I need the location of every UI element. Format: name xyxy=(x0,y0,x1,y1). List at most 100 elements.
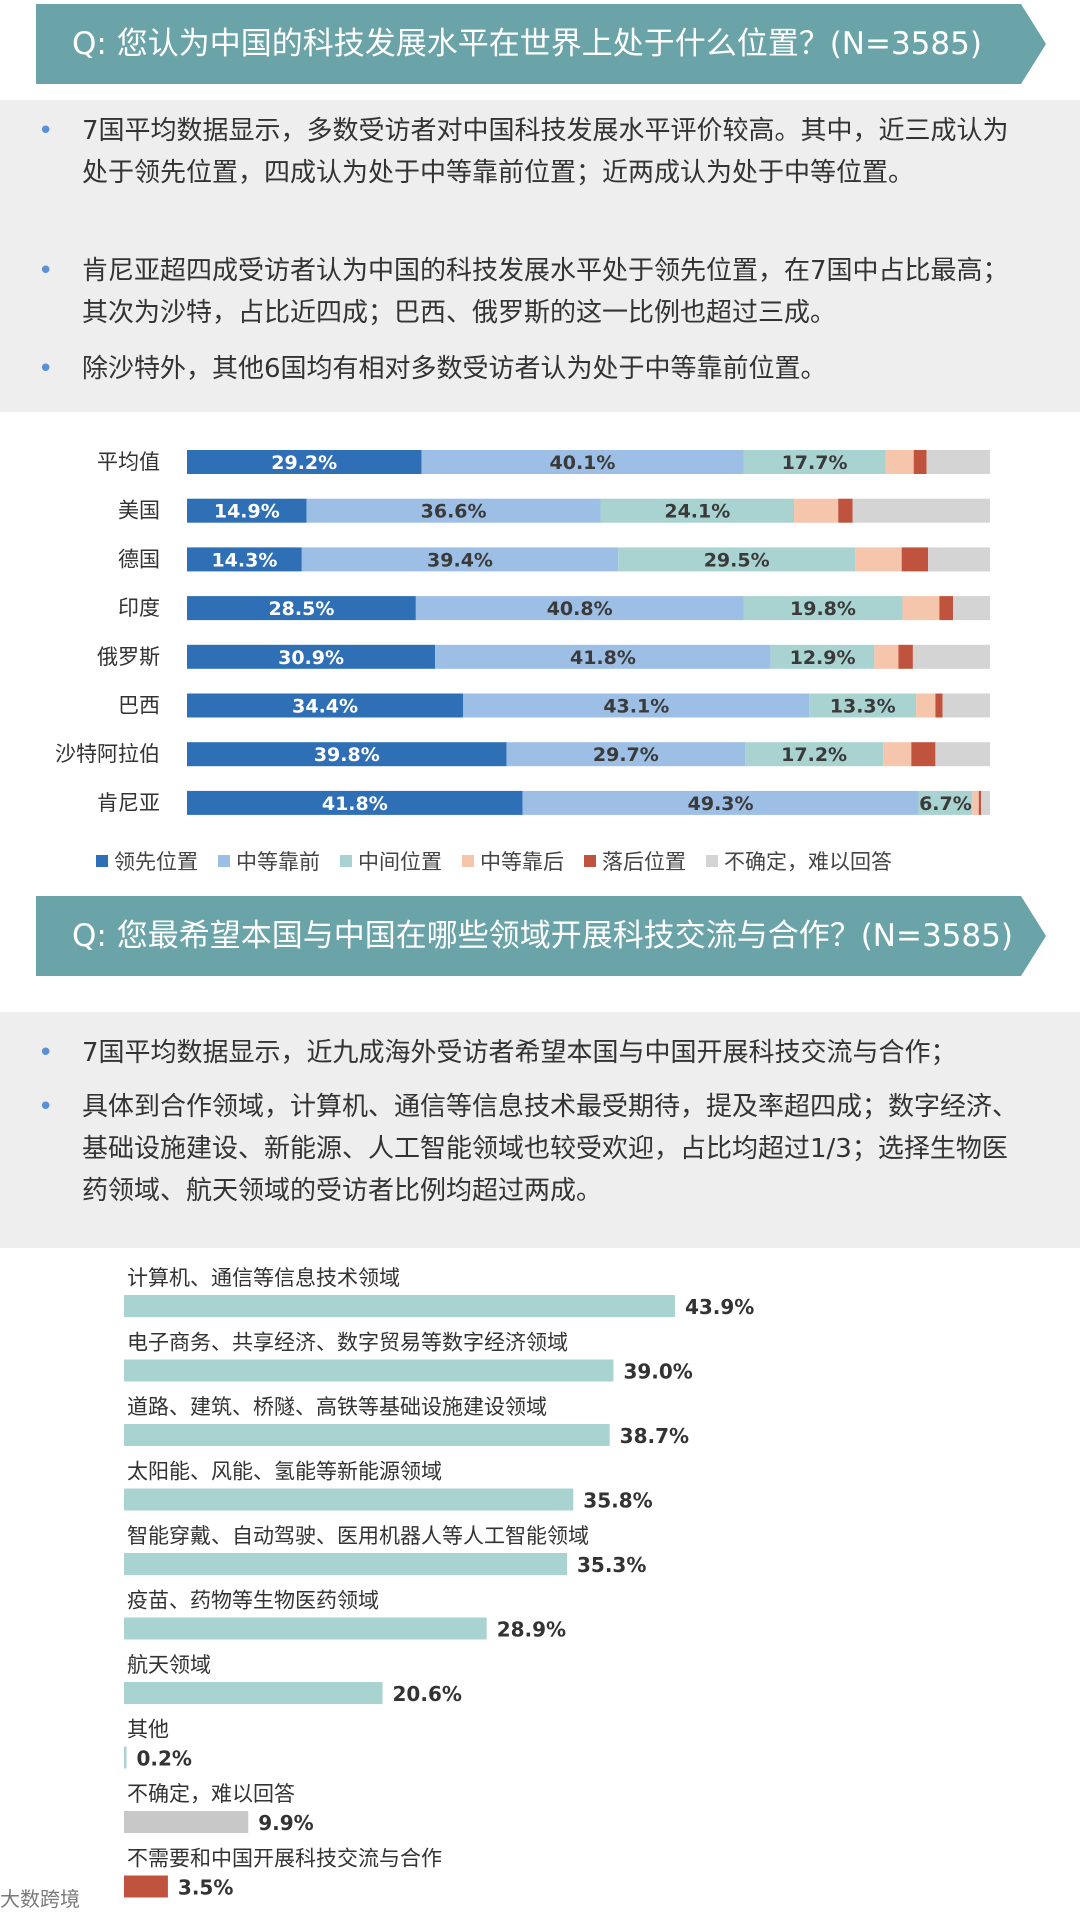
legend-item: 不确定，难以回答 xyxy=(706,846,892,876)
segment-value-label: 34.4% xyxy=(292,696,358,718)
segment-value-label: 14.9% xyxy=(214,501,280,523)
legend-item: 落后位置 xyxy=(584,846,686,876)
segment-value-label: 29.2% xyxy=(271,452,337,474)
stacked-bar-segment xyxy=(953,596,990,621)
stacked-bar-segment xyxy=(306,498,601,523)
legend-item: 中间位置 xyxy=(340,846,442,876)
segment-value-label: 40.1% xyxy=(550,452,616,474)
field-label: 太阳能、风能、氢能等新能源领域 xyxy=(127,1460,442,1484)
stacked-bar-segment xyxy=(506,742,746,767)
stacked-bar-segment xyxy=(809,693,917,718)
segment-value-label: 49.3% xyxy=(688,793,754,815)
stacked-bar-segment xyxy=(415,596,744,621)
field-bar xyxy=(124,1359,614,1382)
segment-value-label: 17.7% xyxy=(782,452,848,474)
field-value-label: 43.9% xyxy=(685,1295,754,1319)
field-label: 不需要和中国开展科技交流与合作 xyxy=(127,1847,442,1871)
legend-swatch xyxy=(340,855,352,867)
stacked-bar-segment xyxy=(187,450,422,474)
segment-value-label: 24.1% xyxy=(664,501,730,523)
stacked-bar-segment xyxy=(522,790,919,815)
stacked-bar-segment xyxy=(942,693,990,718)
stacked-bar-segment xyxy=(902,596,940,621)
note-4: 7国平均数据显示，近九成海外受访者希望本国与中国开展科技交流与合作； xyxy=(38,1032,1022,1074)
stacked-bar-segment xyxy=(187,790,523,815)
segment-value-label: 39.4% xyxy=(427,549,493,571)
question-1-notes: 7国平均数据显示，多数受访者对中国科技发展水平评价较高。其中，近三成认为处于领先… xyxy=(0,100,1080,412)
field-value-label: 3.5% xyxy=(178,1876,233,1900)
field-label: 道路、建筑、桥隧、高铁等基础设施建设领域 xyxy=(127,1395,547,1419)
stacked-bar-segment xyxy=(918,790,973,815)
segment-value-label: 29.5% xyxy=(704,549,770,571)
field-bar xyxy=(124,1295,675,1317)
stacked-bar-segment xyxy=(928,547,990,572)
category-label: 俄罗斯 xyxy=(97,645,160,669)
field-value-label: 9.9% xyxy=(258,1811,313,1835)
field-label: 电子商务、共享经济、数字贸易等数字经济领域 xyxy=(127,1331,568,1355)
category-label: 平均值 xyxy=(97,450,160,474)
field-bar xyxy=(124,1746,127,1769)
stacked-bar-segment xyxy=(874,644,899,669)
field-label: 其他 xyxy=(127,1718,169,1742)
stacked-bar-segment xyxy=(935,693,943,718)
field-bar xyxy=(124,1875,168,1898)
stacked-bar-segment xyxy=(187,498,307,523)
segment-value-label: 43.1% xyxy=(603,696,669,718)
stacked-bar-segment xyxy=(926,450,990,474)
field-label: 航天领域 xyxy=(127,1653,211,1677)
segment-value-label: 19.8% xyxy=(790,598,856,620)
field-value-label: 35.8% xyxy=(583,1489,652,1513)
legend-item: 中等靠后 xyxy=(462,846,564,876)
stacked-bar-segment xyxy=(883,742,912,767)
stacked-bar-segment xyxy=(935,742,990,767)
stacked-bar-segment xyxy=(187,644,436,669)
stacked-bar-segment xyxy=(912,644,990,669)
segment-value-label: 28.5% xyxy=(268,598,334,620)
field-bar xyxy=(124,1553,568,1575)
stacked-bar-segment xyxy=(978,790,982,815)
stacked-bar-segment xyxy=(435,644,771,669)
legend-swatch xyxy=(96,855,108,867)
legend-swatch xyxy=(218,855,230,867)
stacked-bar-segment xyxy=(939,596,954,621)
stacked-bar-segment xyxy=(187,547,302,572)
legend-item: 中等靠前 xyxy=(218,846,320,876)
question-2-notes: 7国平均数据显示，近九成海外受访者希望本国与中国开展科技交流与合作； 具体到合作… xyxy=(0,1012,1080,1248)
stacked-bar-segment xyxy=(911,742,936,767)
field-label: 计算机、通信等信息技术领域 xyxy=(127,1266,400,1290)
field-value-label: 39.0% xyxy=(623,1360,692,1384)
field-bar xyxy=(124,1811,249,1833)
stacked-bar-segment xyxy=(421,450,744,474)
category-label: 美国 xyxy=(118,499,160,523)
question-2-banner: Q: 您最希望本国与中国在哪些领域开展科技交流与合作？(N=3585) xyxy=(36,896,1046,976)
note-5: 具体到合作领域，计算机、通信等信息技术最受期待，提及率超四成；数字经济、基础设施… xyxy=(38,1086,1022,1212)
stacked-bar-segment xyxy=(600,498,795,523)
field-label: 智能穿戴、自动驾驶、医用机器人等人工智能领域 xyxy=(127,1524,589,1548)
stacked-bar-segment xyxy=(187,596,416,621)
legend-label: 中等靠后 xyxy=(480,850,564,874)
chart-1-legend: 领先位置 中等靠前 中间位置 中等靠后 落后位置 不确定，难以回答 xyxy=(96,846,892,876)
stacked-bar-segment xyxy=(745,742,884,767)
segment-value-label: 40.8% xyxy=(547,598,613,620)
field-label: 疫苗、药物等生物医药领域 xyxy=(127,1589,379,1613)
segment-value-label: 30.9% xyxy=(278,647,344,669)
segment-value-label: 13.3% xyxy=(830,696,896,718)
category-label: 德国 xyxy=(118,547,160,571)
segment-value-label: 39.8% xyxy=(314,744,380,766)
segment-value-label: 41.8% xyxy=(570,647,636,669)
category-label: 肯尼亚 xyxy=(97,791,160,815)
stacked-bar-segment xyxy=(981,790,990,815)
segment-value-label: 17.2% xyxy=(781,744,847,766)
stacked-bar-segment xyxy=(913,450,927,474)
stacked-bar-segment xyxy=(770,644,875,669)
question-1-banner: Q: 您认为中国的科技发展水平在世界上处于什么位置？(N=3585) xyxy=(36,4,1046,84)
note-2: 肯尼亚超四成受访者认为中国的科技发展水平处于领先位置，在7国中占比最高；其次为沙… xyxy=(38,250,1022,334)
category-label: 巴西 xyxy=(118,694,160,718)
legend-swatch xyxy=(462,855,474,867)
legend-item: 领先位置 xyxy=(96,846,198,876)
watermark-text: 大数跨境 xyxy=(0,1887,80,1911)
cooperation-field-bar-chart: 计算机、通信等信息技术领域 43.9% 电子商务、共享经济、数字贸易等数字经济领域 3… xyxy=(124,1266,754,1900)
segment-value-label: 41.8% xyxy=(322,793,388,815)
stacked-bar-segment xyxy=(901,547,929,572)
segment-value-label: 36.6% xyxy=(421,501,487,523)
